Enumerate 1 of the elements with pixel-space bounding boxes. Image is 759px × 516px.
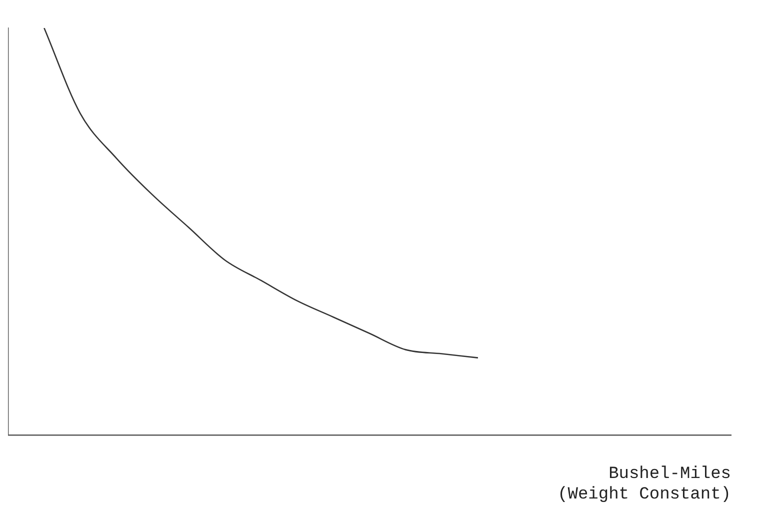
x-axis-title: Bushel-Miles (Weight Constant) [558, 464, 731, 504]
